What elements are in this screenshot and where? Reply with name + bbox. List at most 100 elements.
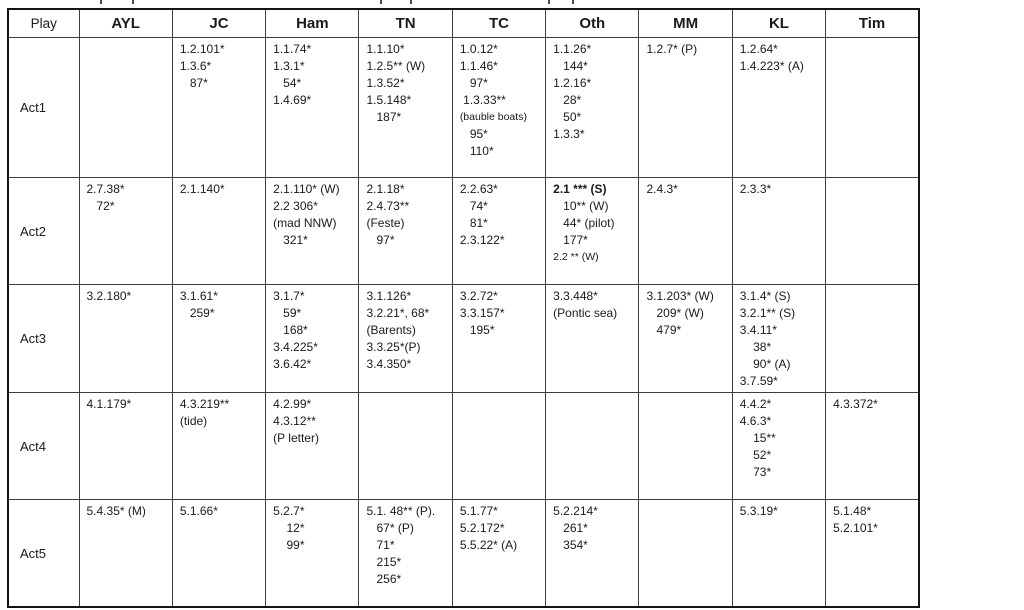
- col-header-oth: Oth: [545, 8, 640, 38]
- reference-line: (tide): [179, 413, 208, 428]
- cell-act2-ayl: 2.7.38* 72*: [78, 176, 173, 285]
- cell-act3-tim: [825, 283, 920, 393]
- reference-line: 1.3.6*: [179, 58, 212, 73]
- reference-line: 5.3.19*: [739, 503, 778, 518]
- reference-line: 5.4.35* (M): [86, 503, 146, 518]
- reference-line: 2.7.38*: [86, 181, 125, 196]
- reference-line: 5.2.172*: [459, 520, 505, 535]
- reference-line: 95*: [459, 126, 488, 141]
- reference-line: 2.1.140*: [179, 181, 225, 196]
- reference-line: 187*: [366, 109, 402, 124]
- table-row-act1: Act1 1.2.101* 1.3.6* 87* 1.1.74* 1.3.1* 54* 1…: [7, 36, 920, 178]
- reference-line: (P letter): [273, 430, 319, 445]
- cell-act4-mm: [638, 391, 733, 500]
- play-reference-table: Play AYL JC Ham TN TC Oth MM KL Tim Act1 1.2.101* 1…: [7, 8, 920, 608]
- reference-line: 4.6.3*: [739, 413, 772, 428]
- reference-line: 1.2.7* (P): [646, 41, 698, 56]
- cell-act5-tn: 5.1. 48** (P). 67* (P) 71* 215* 256*: [358, 498, 453, 608]
- reference-line: 5.2.101*: [833, 520, 878, 535]
- cell-act5-mm: [638, 498, 733, 608]
- reference-line: 4.4.2*: [739, 396, 772, 411]
- reference-line: (Barents): [366, 322, 416, 337]
- reference-line: 3.1.4* (S): [739, 288, 791, 303]
- reference-line: 10** (W): [553, 198, 609, 213]
- cell-act5-oth: 5.2.214* 261* 354*: [545, 498, 640, 608]
- reference-line: 3.1.203* (W): [646, 288, 714, 303]
- reference-line: (bauble boats): [459, 110, 527, 123]
- reference-line: 28*: [553, 92, 582, 107]
- reference-line: 3.2.1** (S): [739, 305, 796, 320]
- cell-act1-kl: 1.2.64* 1.4.223* (A): [731, 36, 827, 178]
- reference-line: (Feste): [366, 215, 405, 230]
- cell-act1-jc: 1.2.101* 1.3.6* 87*: [171, 36, 267, 178]
- cell-act3-ham: 3.1.7* 59* 168* 3.4.225* 3.6.42*: [265, 283, 360, 393]
- reference-line: 97*: [366, 232, 395, 247]
- cropped-caption-remnant: [0, 0, 1024, 5]
- reference-line: 5.1. 48** (P).: [366, 503, 436, 518]
- cell-act5-ayl: 5.4.35* (M): [78, 498, 173, 608]
- reference-line: 1.1.46*: [459, 58, 498, 73]
- reference-line: 195*: [459, 322, 495, 337]
- reference-line: 97*: [459, 75, 488, 90]
- reference-line: 321*: [273, 232, 308, 247]
- reference-line: 1.3.3*: [553, 126, 585, 141]
- reference-line: 209* (W): [646, 305, 704, 320]
- cell-act4-jc: 4.3.219** (tide): [171, 391, 267, 500]
- reference-line: 2.4.3*: [646, 181, 678, 196]
- col-header-kl: KL: [731, 8, 827, 38]
- cell-act1-tc: 1.0.12* 1.1.46* 97* 1.3.33** (bauble boats…: [451, 36, 547, 178]
- cell-act4-tn: [358, 391, 453, 500]
- row-label-act5: Act5: [7, 498, 80, 608]
- cell-act3-oth: 3.3.448* (Pontic sea): [545, 283, 640, 393]
- reference-line: 44* (pilot): [553, 215, 615, 230]
- reference-line: 1.2.5** (W): [366, 58, 426, 73]
- reference-line: (mad NNW): [273, 215, 337, 230]
- reference-line: 1.1.10*: [366, 41, 405, 56]
- reference-line: 5.1.66*: [179, 503, 218, 518]
- row-label-act1: Act1: [7, 36, 80, 178]
- col-header-ayl: AYL: [78, 8, 173, 38]
- col-header-ham: Ham: [265, 8, 360, 38]
- reference-line: 3.1.126*: [366, 288, 412, 303]
- reference-line: 1.3.52*: [366, 75, 405, 90]
- reference-line: 5.1.48*: [833, 503, 872, 518]
- reference-line: 3.1.61*: [179, 288, 218, 303]
- reference-line: 3.1.7*: [273, 288, 305, 303]
- reference-line: 4.3.219**: [179, 396, 230, 411]
- col-header-tc: TC: [451, 8, 547, 38]
- cell-act3-ayl: 3.2.180*: [78, 283, 173, 393]
- reference-line: 74*: [459, 198, 488, 213]
- reference-line: 50*: [553, 109, 582, 124]
- cell-act1-tim: [825, 36, 920, 178]
- cell-act2-oth: 2.1 *** (S) 10** (W) 44* (pilot) 177* 2.2…: [545, 176, 640, 285]
- row-label-act2: Act2: [7, 176, 80, 285]
- table-row-act3: Act3 3.2.180* 3.1.61* 259* 3.1.7* 59* 168* 3…: [7, 283, 920, 393]
- reference-line: 4.3.372*: [833, 396, 878, 411]
- reference-line: 3.6.42*: [273, 356, 312, 371]
- reference-line: 73*: [739, 464, 772, 479]
- cell-act3-jc: 3.1.61* 259*: [171, 283, 267, 393]
- cell-act4-ham: 4.2.99* 4.3.12** (P letter): [265, 391, 360, 500]
- col-header-play: Play: [7, 8, 80, 38]
- reference-line: 2.2.63*: [459, 181, 498, 196]
- cell-act4-ayl: 4.1.179*: [78, 391, 173, 500]
- reference-line: 54*: [273, 75, 302, 90]
- reference-line: 144*: [553, 58, 588, 73]
- reference-line: 1.4.69*: [273, 92, 312, 107]
- reference-line: 1.2.101*: [179, 41, 225, 56]
- reference-line: 67* (P): [366, 520, 414, 535]
- reference-line: 71*: [366, 537, 395, 552]
- cell-act5-jc: 5.1.66*: [171, 498, 267, 608]
- table-row-act2: Act2 2.7.38* 72* 2.1.140* 2.1.110* (W) 2.2 3…: [7, 176, 920, 285]
- cell-act1-ham: 1.1.74* 1.3.1* 54* 1.4.69*: [265, 36, 360, 178]
- reference-line: 3.4.225*: [273, 339, 318, 354]
- header-row: Play AYL JC Ham TN TC Oth MM KL Tim: [7, 8, 920, 38]
- reference-line: 3.3.448*: [553, 288, 598, 303]
- cell-act2-tim: [825, 176, 920, 285]
- cell-act1-ayl: [78, 36, 173, 178]
- reference-line: 5.1.77*: [459, 503, 498, 518]
- cell-act3-tc: 3.2.72* 3.3.157* 195*: [451, 283, 547, 393]
- reference-line: 12*: [273, 520, 305, 535]
- table-row-act4: Act4 4.1.179* 4.3.219** (tide) 4.2.99* 4.3.12…: [7, 391, 920, 500]
- reference-line: 1.0.12*: [459, 41, 498, 56]
